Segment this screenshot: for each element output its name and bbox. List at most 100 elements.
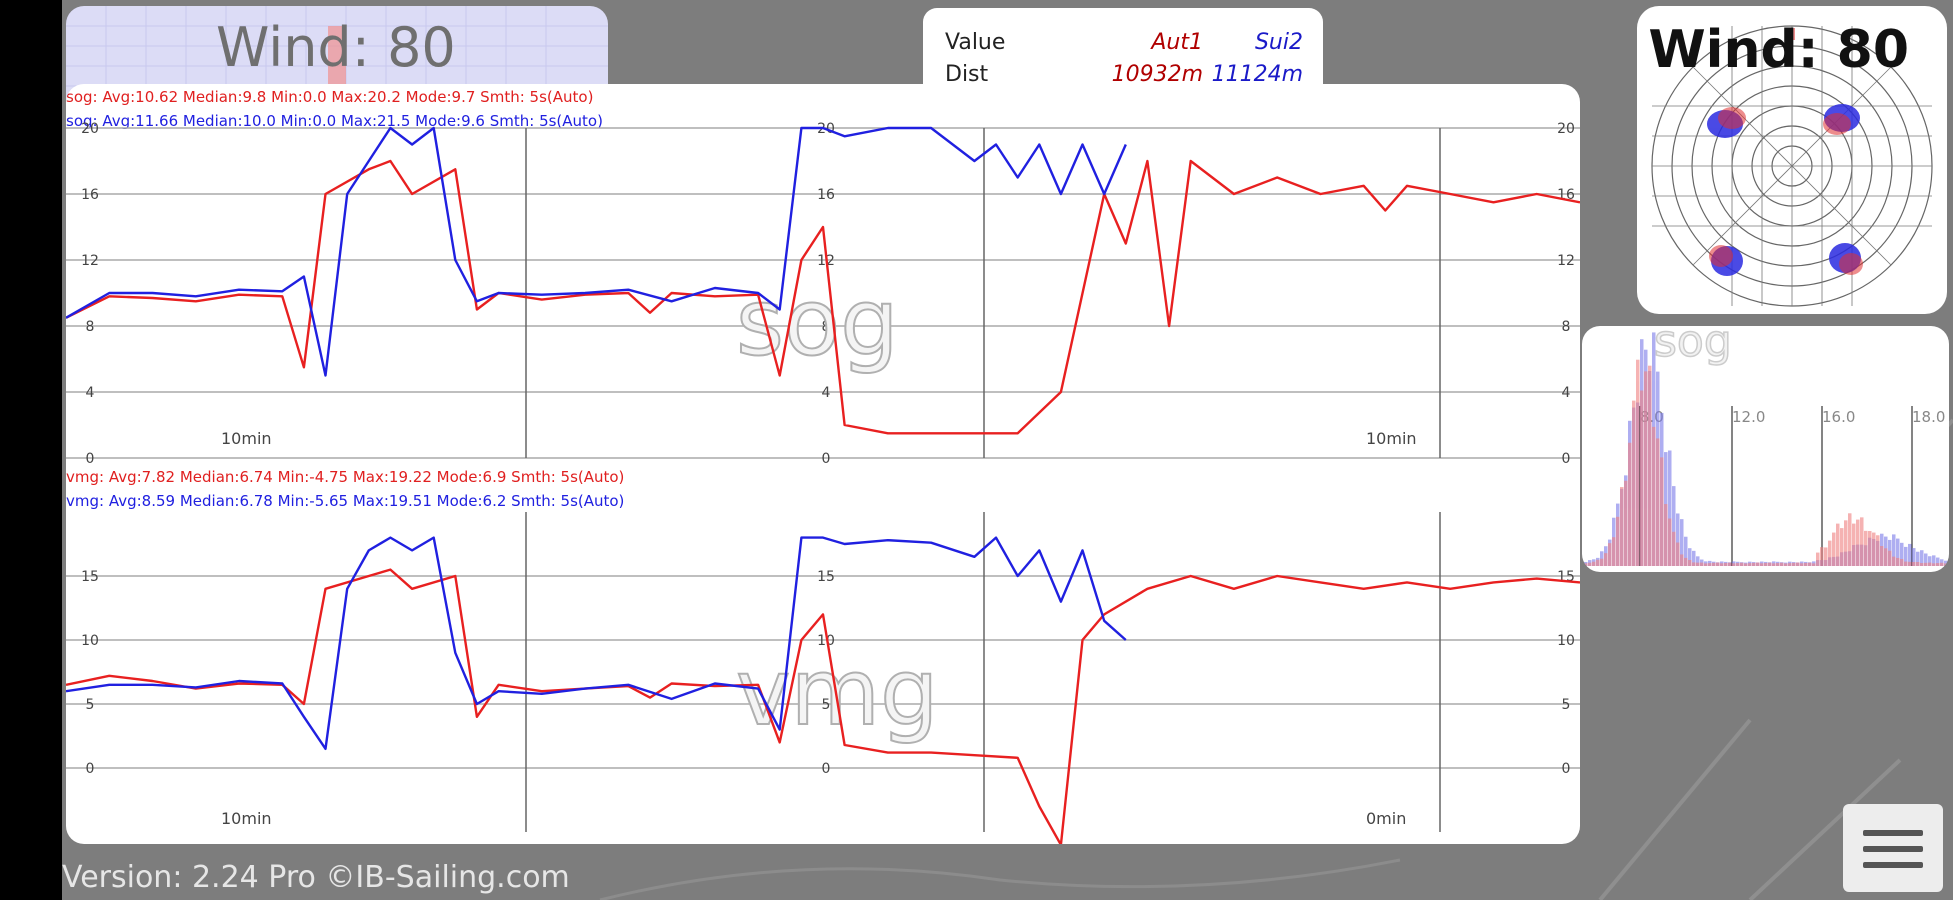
histogram-bar-aut1 (1776, 563, 1780, 566)
histogram-bar-aut1 (1800, 563, 1804, 566)
histogram-bar-aut1 (1676, 542, 1680, 566)
histogram-bar-aut1 (1684, 557, 1688, 566)
histogram-bar-aut1 (1664, 504, 1668, 566)
histogram-bar-aut1 (1688, 559, 1692, 566)
histogram-bar-sui2 (1692, 550, 1696, 566)
sog-y-tick-label: 8 (1562, 319, 1571, 335)
histogram-bar-sui2 (1944, 560, 1948, 566)
vmg-time-label-right: 0min (1366, 809, 1406, 828)
sog-y-tick-label: 20 (81, 121, 99, 137)
left-screen-edge (0, 0, 62, 900)
vmg-y-tick-label: 0 (822, 761, 831, 777)
time-series-panel[interactable]: sog: Avg:10.62 Median:9.8 Min:0.0 Max:20… (66, 84, 1580, 844)
polar-scatter-red (1709, 28, 1863, 275)
histogram-bar-aut1 (1656, 438, 1660, 566)
histogram-bar-aut1 (1732, 563, 1736, 566)
menu-button[interactable] (1843, 804, 1943, 892)
vmg-y-tick-label: 10 (1557, 633, 1575, 649)
histogram-bar-aut1 (1736, 563, 1740, 566)
histogram-bar-sui2 (1936, 557, 1940, 566)
value-table-header: Value Aut1 Sui2 (945, 30, 1303, 55)
histogram-bar-aut1 (1840, 528, 1844, 566)
histogram-bar-aut1 (1644, 371, 1648, 566)
histogram-bar-aut1 (1600, 558, 1604, 566)
histogram-bar-aut1 (1868, 530, 1872, 566)
histogram-bar-aut1 (1820, 547, 1824, 566)
vmg-time-label-left: 10min (221, 809, 272, 828)
histogram-bar-aut1 (1724, 562, 1728, 566)
histogram-bar-sui2 (1932, 555, 1936, 566)
histogram-bar-aut1 (1648, 365, 1652, 566)
histogram-bar-aut1 (1884, 548, 1888, 566)
histogram-bar-aut1 (1628, 442, 1632, 566)
value-header-label: Value (945, 30, 1006, 55)
histogram-bar-sui2 (1688, 548, 1692, 566)
histogram-bar-aut1 (1844, 520, 1848, 566)
sog-y-tick-label: 0 (822, 451, 831, 467)
sog-y-tick-label: 12 (1557, 253, 1575, 269)
histogram-bar-sui2 (1912, 548, 1916, 566)
vmg-y-tick-label: 10 (81, 633, 99, 649)
histogram-bar-aut1 (1592, 561, 1596, 566)
polar-plot-panel[interactable]: Wind: 80 (1637, 6, 1947, 314)
histogram-bar-aut1 (1652, 426, 1656, 566)
histogram-tick-label: 16.0 (1822, 408, 1855, 426)
histogram-bar-aut1 (1804, 562, 1808, 566)
dist-sui2-value: 11124m (1211, 62, 1303, 87)
histogram-bar-aut1 (1668, 518, 1672, 566)
histogram-bar-aut1 (1756, 562, 1760, 566)
histogram-bar-sui2 (1680, 519, 1684, 566)
histogram-bar-aut1 (1632, 400, 1636, 566)
value-header-aut1: Aut1 (1151, 30, 1203, 55)
histogram-tick-label: 18.0 (1912, 408, 1945, 426)
sog-time-label-left: 10min (221, 429, 272, 448)
menu-bar-top (1863, 830, 1923, 836)
histogram-bar-sui2 (1896, 538, 1900, 566)
histogram-bar-aut1 (1752, 562, 1756, 566)
histogram-bar-aut1 (1748, 563, 1752, 566)
histogram-watermark: sog (1654, 326, 1732, 367)
sog-stats-sui2: sog: Avg:11.66 Median:10.0 Min:0.0 Max:2… (66, 112, 603, 130)
sog-y-tick-label: 4 (86, 385, 95, 401)
histogram-bar-aut1 (1896, 557, 1900, 566)
vmg-y-tick-label: 0 (1562, 761, 1571, 777)
sog-y-tick-label: 8 (86, 319, 95, 335)
histogram-bar-aut1 (1780, 562, 1784, 566)
histogram-bar-sui2 (1684, 536, 1688, 566)
histogram-bar-aut1 (1812, 563, 1816, 566)
histogram-bar-sui2 (1676, 513, 1680, 566)
vmg-series-sui2 (66, 536, 1127, 750)
histogram-bar-aut1 (1848, 513, 1852, 566)
histogram-bar-aut1 (1864, 530, 1868, 566)
histogram-bar-aut1 (1876, 535, 1880, 566)
vmg-y-tick-label: 5 (86, 697, 95, 713)
histogram-bar-aut1 (1916, 562, 1920, 566)
histogram-bar-aut1 (1856, 519, 1860, 566)
histogram-bar-aut1 (1660, 457, 1664, 566)
vmg-watermark: vmg (736, 639, 938, 746)
histogram-bar-aut1 (1940, 562, 1944, 566)
histogram-bar-aut1 (1832, 532, 1836, 566)
sog-histogram-panel[interactable]: sog 8.0 12.0 16.0 18.0 (1582, 326, 1949, 572)
histogram-bar-aut1 (1792, 562, 1796, 566)
histogram-bar-aut1 (1912, 561, 1916, 566)
histogram-bar-aut1 (1704, 563, 1708, 566)
histogram-bar-aut1 (1672, 531, 1676, 566)
vmg-y-tick-label: 0 (86, 761, 95, 777)
histogram-bar-aut1 (1696, 562, 1700, 566)
sog-y-tick-label: 4 (822, 385, 831, 401)
vmg-y-tick-label: 5 (1562, 697, 1571, 713)
sog-y-tick-label: 20 (1557, 121, 1575, 137)
histogram-bar-aut1 (1904, 561, 1908, 566)
histogram-bar-aut1 (1760, 563, 1764, 566)
histogram-bar-aut1 (1608, 543, 1612, 566)
histogram-bar-aut1 (1880, 545, 1884, 566)
sog-y-tick-label: 0 (1562, 451, 1571, 467)
vmg-stats-sui2: vmg: Avg:8.59 Median:6.78 Min:-5.65 Max:… (66, 492, 625, 510)
wind-panel-label: Wind: 80 (216, 16, 456, 79)
histogram-bar-aut1 (1612, 537, 1616, 566)
histogram-bar-sui2 (1924, 553, 1928, 566)
histogram-bar-sui2 (1928, 556, 1932, 566)
sog-time-label-right: 10min (1366, 429, 1417, 448)
histogram-bar-aut1 (1720, 563, 1724, 566)
